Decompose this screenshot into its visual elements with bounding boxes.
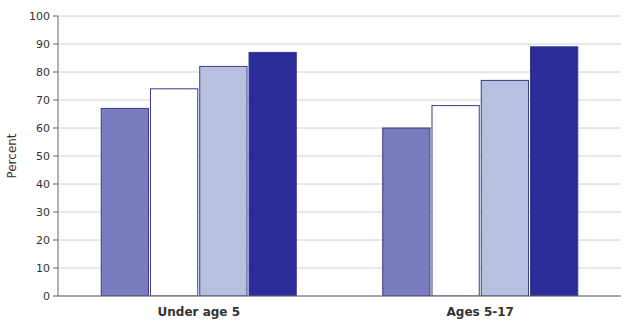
tick-label: 10 <box>36 262 50 275</box>
tick-mark <box>53 100 58 101</box>
tick-mark <box>53 72 58 73</box>
tick-mark <box>53 156 58 157</box>
tick-label: 0 <box>43 290 50 303</box>
x-axis: Under age 5 Ages 5-17 <box>58 16 621 319</box>
bar <box>249 52 296 296</box>
tick-mark <box>53 184 58 185</box>
bars <box>101 47 578 296</box>
bar <box>101 108 148 296</box>
tick-label: 90 <box>36 38 50 51</box>
axis-line <box>58 16 59 296</box>
tick-mark <box>53 240 58 241</box>
tick-mark <box>53 212 58 213</box>
tick-label: 20 <box>36 234 50 247</box>
tick-label: 30 <box>36 206 50 219</box>
tick-mark <box>53 16 58 17</box>
tick-label: 80 <box>36 66 50 79</box>
bar <box>481 80 528 296</box>
tick-mark <box>53 268 58 269</box>
tick-label: 40 <box>36 178 50 191</box>
axis-label: Percent <box>5 133 19 178</box>
grid-line <box>58 296 621 297</box>
chart-container: 0 10 20 30 40 50 60 70 80 90 100 Percent Under age 5… <box>0 0 637 332</box>
tick-mark <box>53 296 58 297</box>
tick-label: 100 <box>29 10 50 23</box>
bar <box>150 89 197 296</box>
y-axis: 0 10 20 30 40 50 60 70 80 90 100 <box>29 10 621 303</box>
bar <box>531 47 578 296</box>
axis-line <box>58 296 621 297</box>
category-label: Under age 5 <box>158 305 240 319</box>
tick-label: 50 <box>36 150 50 163</box>
bar <box>432 106 479 296</box>
tick-mark <box>53 128 58 129</box>
category-label: Ages 5-17 <box>447 305 514 319</box>
chart-svg: 0 10 20 30 40 50 60 70 80 90 100 Percent Under age 5… <box>0 0 637 332</box>
grid-line <box>58 44 621 45</box>
bar <box>383 128 430 296</box>
tick-label: 60 <box>36 122 50 135</box>
tick-mark <box>53 44 58 45</box>
bar <box>200 66 247 296</box>
tick-label: 70 <box>36 94 50 107</box>
grid-line <box>58 16 621 17</box>
